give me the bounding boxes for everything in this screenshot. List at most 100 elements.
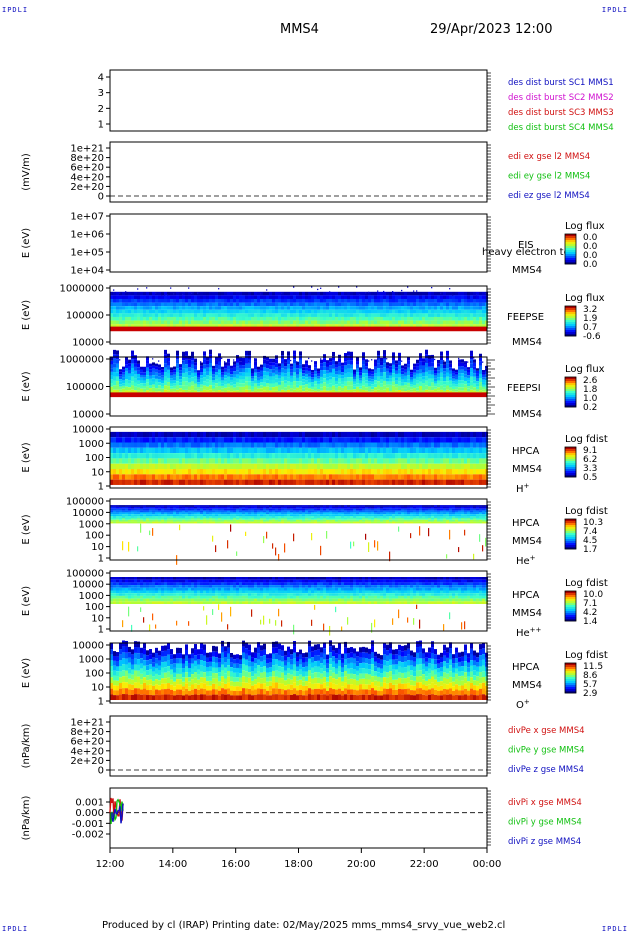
panel9-colorbar-tick: 11.5: [583, 662, 603, 672]
panel2-frame: [109, 141, 488, 203]
panel9-spacecraft: MMS4: [512, 680, 542, 691]
panel5-ytick-label: 10000: [72, 410, 104, 421]
panel2-ytick-label: 4e+20: [70, 172, 104, 183]
panel7-ytick-label: 100000: [66, 497, 104, 508]
panel1-ytick-label: 4: [98, 73, 104, 84]
panel1-frame: [109, 69, 488, 132]
panel9-spectrogram: [110, 640, 488, 700]
panel5-ytick-label: 100000: [66, 382, 104, 393]
panel4-spectrogram: [110, 286, 488, 332]
panel7-frame: [109, 498, 488, 561]
panel6-spectrogram: [110, 431, 488, 485]
panel4-ytick-label: 10000: [72, 338, 104, 349]
panel6-ytick-label: 10000: [72, 425, 104, 436]
panel10-ytick-label: 1e+21: [70, 718, 104, 729]
panel3-instrument: EIS: [518, 240, 534, 251]
panel5-colorbar-tick: 1.8: [583, 385, 598, 395]
panel5-spectrogram: [110, 349, 488, 398]
panel10-legend-entry: divPe x gse MMS4: [508, 726, 585, 736]
panel10-ytick-label: 0: [98, 766, 104, 777]
panel4-colorbar-tick: 0.7: [583, 323, 597, 333]
panel1-legend-entry: des dist burst SC2 MMS2: [508, 93, 614, 103]
panel5-colorbar-tick: 1.0: [583, 394, 598, 404]
panel3-colorbar-tick: 0.0: [583, 242, 598, 252]
panel2-ylabel: (mV/m): [21, 153, 32, 191]
panel6-ytick-label: 10: [91, 467, 104, 478]
panel9-species: O+: [516, 698, 530, 711]
panel8-spectrogram: [110, 577, 488, 636]
panel3-colorbar-tick: 0.0: [583, 251, 598, 261]
page-title: MMS4: [280, 22, 319, 37]
panel6-colorbar: [564, 446, 577, 478]
panel8-instrument: HPCA: [512, 590, 540, 601]
panel5-ylabel: E (eV): [21, 371, 32, 401]
panel4-colorbar-title: Log flux: [565, 293, 605, 304]
panel8-ytick-label: 100: [85, 602, 104, 613]
panel2-ytick-label: 0: [98, 192, 104, 203]
panel4-ylabel: E (eV): [21, 300, 32, 330]
panel8-colorbar-tick: 1.4: [583, 617, 598, 627]
panel10-ytick-label: 2e+20: [70, 756, 104, 767]
panel6-colorbar-title: Log fdist: [565, 434, 608, 445]
panel7-colorbar: [564, 518, 577, 550]
panel7-instrument: HPCA: [512, 518, 540, 529]
panel1-ytick-label: 2: [98, 104, 104, 115]
panel5-colorbar-title: Log flux: [565, 364, 605, 375]
panel8-colorbar-tick: 4.2: [583, 608, 597, 618]
panel7-ylabel: E (eV): [21, 514, 32, 544]
panel7-ytick-label: 1: [98, 554, 104, 565]
panel4-colorbar-tick: 1.9: [583, 314, 598, 324]
panel1-legend-entry: des dist burst SC1 MMS1: [508, 78, 614, 88]
panel5-spacecraft: MMS4: [512, 409, 542, 420]
panel11-ylabel: (nPa/km): [21, 796, 32, 841]
corner-label-bl: IPDLI: [2, 925, 29, 933]
divpi-trace: [111, 803, 124, 824]
panel11-ytick-label: -0.001: [72, 819, 104, 830]
panel8-colorbar-tick: 10.0: [583, 590, 603, 600]
panel8-ytick-label: 100000: [66, 569, 104, 580]
panel6-colorbar-tick: 3.3: [583, 464, 597, 474]
panel9-ytick-label: 10: [91, 683, 104, 694]
panel3-ylabel: E (eV): [21, 228, 32, 258]
panel1-legend-entry: des dist burst SC4 MMS4: [508, 123, 614, 133]
panel9-colorbar-tick: 8.6: [583, 671, 598, 681]
panel11-ytick-label: 0.001: [75, 798, 104, 809]
panel3-ytick-label: 1e+07: [70, 212, 104, 223]
panel4-spacecraft: MMS4: [512, 337, 542, 348]
panel2-ytick-label: 8e+20: [70, 153, 104, 164]
panel4-ytick-label: 1000000: [59, 284, 104, 295]
panel10-ytick-label: 6e+20: [70, 737, 104, 748]
panel7-colorbar-title: Log fdist: [565, 506, 608, 517]
panel2-ytick-label: 6e+20: [70, 163, 104, 174]
panel5-colorbar: [564, 376, 577, 408]
panel3-colorbar: [564, 233, 577, 265]
corner-label-tr: IPDLI: [601, 6, 628, 14]
panel9-ytick-label: 1000: [79, 655, 104, 666]
page-date: 29/Apr/2023 12:00: [430, 22, 553, 37]
panel8-colorbar: [564, 590, 577, 622]
panel8-ytick-label: 10: [91, 613, 104, 624]
panel2-ytick-label: 1e+21: [70, 144, 104, 155]
corner-label-tl: IPDLI: [2, 6, 29, 14]
panel3-ytick-label: 1e+06: [70, 230, 104, 241]
panel3-overlay-text: heavy electron to: [482, 247, 570, 258]
panel9-species-charge: +: [524, 698, 530, 706]
xtick-label: 20:00: [347, 859, 376, 870]
panel3-frame: [109, 213, 488, 273]
corner-label-br: IPDLI: [601, 925, 628, 933]
panel4-colorbar: [564, 305, 577, 337]
panel6-spacecraft: MMS4: [512, 464, 542, 475]
panel4-instrument: FEEPSE: [507, 312, 544, 323]
panel3-colorbar-tick: 0.0: [583, 233, 598, 243]
panel5-low-energy-band: [110, 392, 487, 398]
panel3-ytick-label: 1e+05: [70, 248, 104, 259]
panel7-ytick-label: 1000: [79, 519, 104, 530]
panel6-ytick-label: 100: [85, 453, 104, 464]
panel8-ytick-label: 1000: [79, 591, 104, 602]
panel7-ytick-label: 10: [91, 542, 104, 553]
panel9-ytick-label: 10000: [72, 641, 104, 652]
panel9-colorbar: [564, 662, 577, 694]
panel3-colorbar-tick: 0.0: [583, 260, 598, 270]
panel7-ytick-label: 100: [85, 531, 104, 542]
